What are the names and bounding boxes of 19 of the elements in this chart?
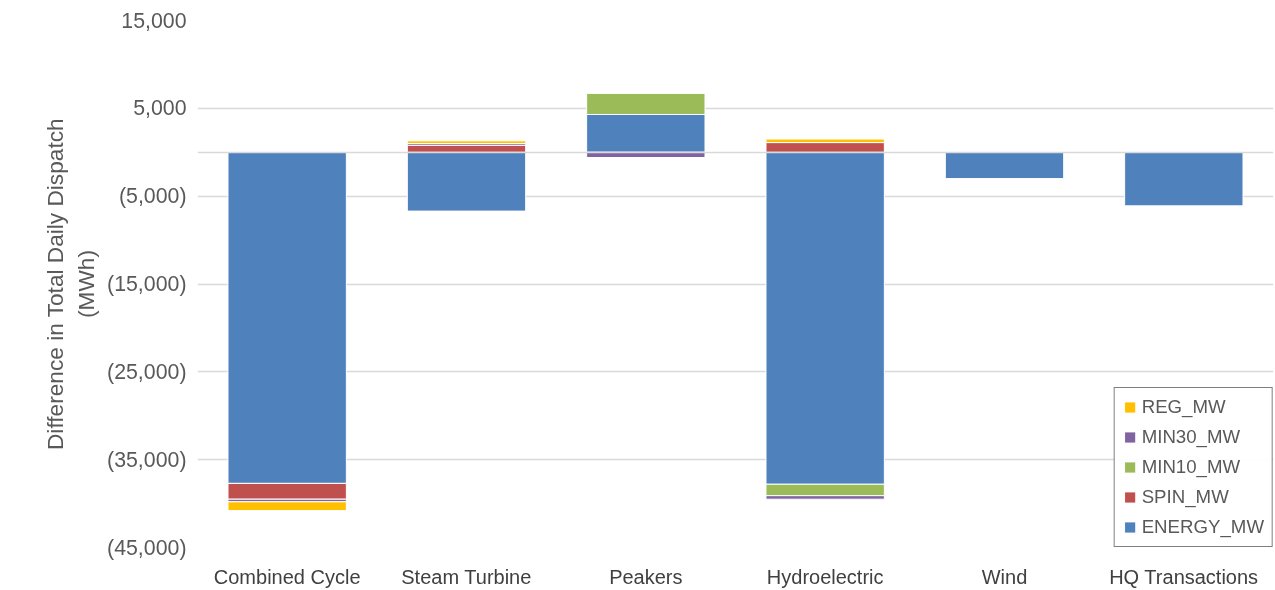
legend-label: ENERGY_MW — [1141, 516, 1264, 538]
x-tick-label: Peakers — [609, 565, 683, 588]
x-tick-label: Wind — [981, 565, 1028, 588]
legend-label: MIN30_MW — [1141, 426, 1241, 448]
x-tick-label: Hydroelectric — [766, 565, 884, 588]
legend-label: SPIN_MW — [1141, 486, 1229, 508]
y-tick-label: (15,000) — [107, 272, 187, 296]
legend-label: REG_MW — [1141, 396, 1226, 418]
y-tick-label: (5,000) — [118, 184, 187, 209]
y-tick-label: 5,000 — [133, 96, 187, 121]
legend-label: MIN10_MW — [1141, 456, 1241, 478]
y-tick-label: 15,000 — [121, 8, 187, 33]
y-tick-label: (45,000) — [107, 535, 187, 560]
y-tick-label: (35,000) — [107, 447, 187, 472]
x-tick-label: Steam Turbine — [401, 565, 532, 588]
x-tick-label: HQ Transactions — [1109, 565, 1259, 588]
y-axis-title: Difference in Total Daily Dispatch (MWh) — [41, 118, 100, 451]
x-tick-label: Combined Cycle — [213, 565, 361, 588]
y-tick-label: (25,000) — [107, 359, 187, 384]
